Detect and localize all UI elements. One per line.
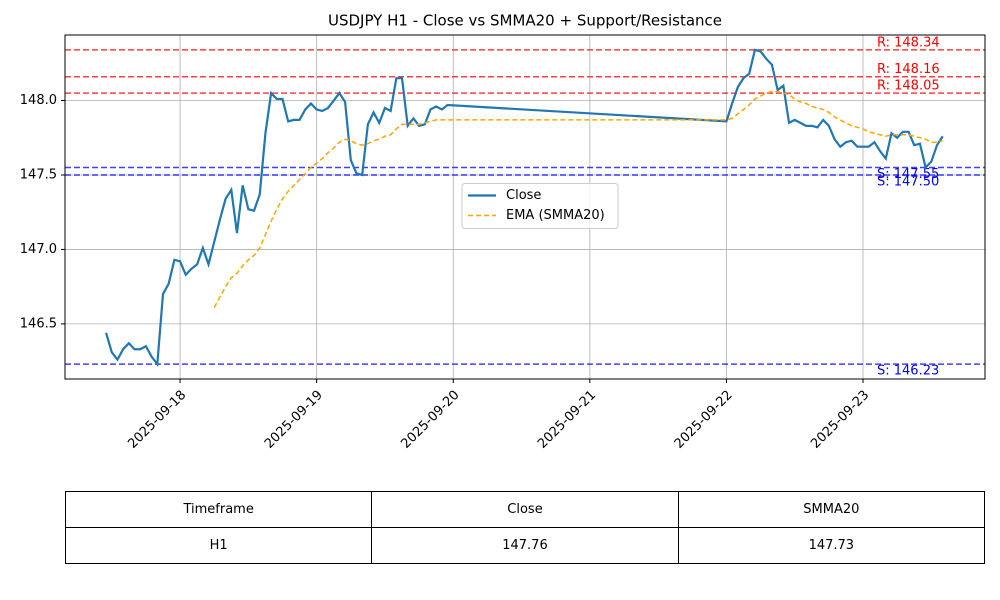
chart-title: USDJPY H1 - Close vs SMMA20 + Support/Re… xyxy=(328,12,722,30)
legend-label: EMA (SMMA20) xyxy=(506,208,605,223)
level-label: S: 146.23 xyxy=(877,364,939,379)
legend-label: Close xyxy=(506,188,541,203)
x-tick-label: 2025-09-23 xyxy=(808,388,872,452)
x-tick-label: 2025-09-18 xyxy=(125,388,189,452)
level-label: R: 148.05 xyxy=(877,79,940,94)
y-tick-label: 147.5 xyxy=(20,167,57,182)
x-tick-label: 2025-09-21 xyxy=(535,388,599,452)
x-tick-label: 2025-09-22 xyxy=(672,388,736,452)
header-cell: Timeframe xyxy=(64,491,373,528)
cell: 147.76 xyxy=(371,527,679,564)
y-tick-label: 146.5 xyxy=(20,316,57,331)
level-label: R: 148.34 xyxy=(877,35,940,50)
summary-table: Timeframe Close SMMA20 H1 147.76 147.73 xyxy=(64,491,986,564)
table-row: H1 147.76 147.73 xyxy=(64,527,986,564)
level-label: S: 147.50 xyxy=(877,174,939,189)
series-line xyxy=(213,90,943,308)
level-label: S: 147.55 xyxy=(877,167,939,182)
cell: 147.73 xyxy=(677,527,986,564)
header-cell: SMMA20 xyxy=(677,491,986,528)
cell: H1 xyxy=(64,527,373,564)
y-tick-label: 147.0 xyxy=(20,242,57,257)
table-header: Timeframe Close SMMA20 xyxy=(64,491,986,528)
header-cell: Close xyxy=(371,491,679,528)
chart: USDJPY H1 - Close vs SMMA20 + Support/Re… xyxy=(20,12,986,452)
x-tick-label: 2025-09-19 xyxy=(262,388,326,452)
y-tick-label: 148.0 xyxy=(20,93,57,108)
series-line xyxy=(105,48,944,368)
plot-frame xyxy=(64,34,986,380)
legend-box xyxy=(461,183,619,229)
level-label: R: 148.16 xyxy=(877,62,940,77)
x-tick-label: 2025-09-20 xyxy=(399,388,463,452)
